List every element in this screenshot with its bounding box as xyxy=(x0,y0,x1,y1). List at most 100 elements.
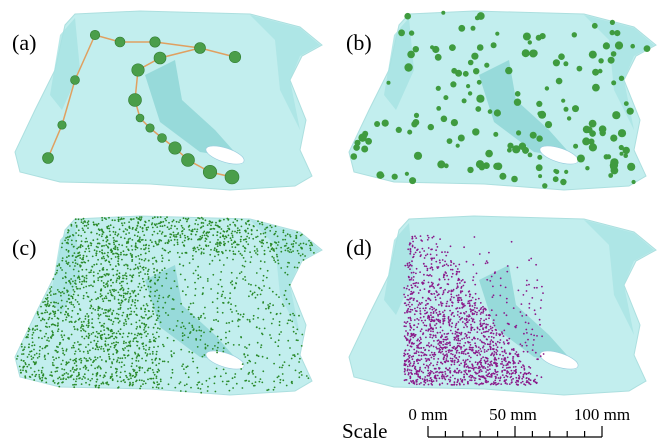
point xyxy=(536,375,538,377)
point xyxy=(203,248,205,250)
point xyxy=(408,361,410,363)
point xyxy=(209,254,211,256)
point xyxy=(436,364,438,366)
point xyxy=(424,367,426,369)
point xyxy=(136,341,138,343)
point xyxy=(428,350,430,352)
point xyxy=(577,66,583,72)
point xyxy=(73,378,75,380)
point xyxy=(97,273,99,275)
point xyxy=(476,314,478,316)
point xyxy=(101,258,103,260)
point xyxy=(488,344,490,346)
point xyxy=(105,218,107,220)
point xyxy=(411,287,413,289)
point xyxy=(444,261,446,263)
point xyxy=(128,318,130,320)
point xyxy=(235,305,237,307)
point xyxy=(425,382,427,384)
point xyxy=(465,371,467,373)
point xyxy=(419,383,421,385)
point xyxy=(207,345,209,347)
point xyxy=(162,225,164,227)
point xyxy=(118,219,120,221)
point xyxy=(413,276,415,278)
point xyxy=(447,138,453,144)
point xyxy=(127,248,129,250)
point xyxy=(465,353,467,355)
point xyxy=(445,272,447,274)
point xyxy=(129,344,131,346)
point xyxy=(72,310,74,312)
point xyxy=(275,225,277,227)
point xyxy=(457,339,459,341)
point xyxy=(93,271,95,273)
point xyxy=(136,374,138,376)
point xyxy=(232,377,234,379)
point xyxy=(203,222,205,224)
point xyxy=(253,225,255,227)
point xyxy=(242,363,244,365)
point xyxy=(118,386,120,388)
point xyxy=(505,352,507,354)
point xyxy=(249,251,251,253)
point xyxy=(236,310,238,312)
point xyxy=(233,242,235,244)
point xyxy=(166,273,168,275)
point xyxy=(491,309,493,311)
point xyxy=(162,257,164,259)
point xyxy=(124,237,126,239)
point xyxy=(262,356,264,358)
point xyxy=(75,286,77,288)
scale-title: Scale xyxy=(342,419,387,443)
point xyxy=(67,236,69,238)
point xyxy=(45,309,47,311)
point xyxy=(452,375,454,377)
point xyxy=(203,232,205,234)
point xyxy=(465,359,467,361)
point xyxy=(96,225,98,227)
point xyxy=(486,314,488,316)
point xyxy=(440,362,442,364)
point xyxy=(79,359,81,361)
point xyxy=(450,264,452,266)
point xyxy=(435,309,437,311)
point xyxy=(100,314,102,316)
point xyxy=(403,355,405,357)
point xyxy=(405,349,407,351)
point xyxy=(188,238,190,240)
point xyxy=(128,301,130,303)
point xyxy=(470,324,472,326)
point xyxy=(26,366,28,368)
point xyxy=(241,271,243,273)
point xyxy=(127,350,129,352)
point xyxy=(455,324,457,326)
point xyxy=(195,234,197,236)
point xyxy=(257,250,259,252)
point xyxy=(250,261,252,263)
point xyxy=(158,276,160,278)
point xyxy=(167,242,169,244)
point xyxy=(532,349,534,351)
point xyxy=(92,285,94,287)
point xyxy=(461,352,463,354)
point xyxy=(159,230,161,232)
point xyxy=(131,280,133,282)
point xyxy=(409,325,411,327)
point xyxy=(409,329,411,331)
point xyxy=(287,233,289,235)
point xyxy=(245,261,247,263)
point xyxy=(129,238,131,240)
point xyxy=(123,324,125,326)
point xyxy=(236,277,238,279)
point xyxy=(466,318,468,320)
node xyxy=(158,134,167,143)
point xyxy=(239,232,241,234)
point xyxy=(138,272,140,274)
point xyxy=(413,46,419,52)
point xyxy=(469,294,471,296)
point xyxy=(158,241,160,243)
point xyxy=(220,339,222,341)
point xyxy=(167,361,169,363)
point xyxy=(458,356,460,358)
